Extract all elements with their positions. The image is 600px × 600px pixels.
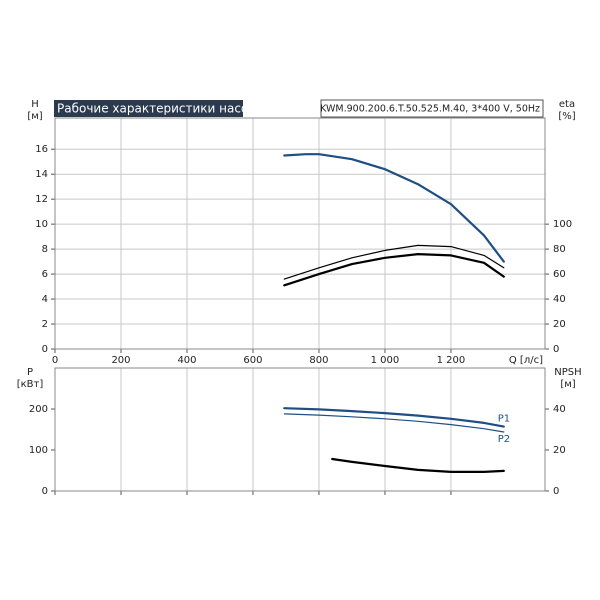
curve <box>331 457 505 473</box>
y2-axis-label: eta <box>559 99 575 110</box>
x-tick-label: 0 <box>52 355 58 366</box>
y-tick-label: 12 <box>35 194 48 205</box>
y-tick-label: 16 <box>35 144 48 155</box>
x-tick-label: 200 <box>111 355 130 366</box>
y-axis-unit: [кВт] <box>17 379 44 390</box>
x-tick-label: 800 <box>309 355 328 366</box>
y-tick-label: 6 <box>42 269 48 280</box>
y2-tick-label: 0 <box>553 344 559 355</box>
y2-axis-unit: [%] <box>558 111 575 122</box>
y2-tick-label: 60 <box>553 269 566 280</box>
x-tick-label: 400 <box>177 355 196 366</box>
y2-tick-label: 0 <box>553 486 559 497</box>
curve <box>283 153 505 263</box>
title-box <box>54 100 243 117</box>
x-axis-label: Q [л/с] <box>509 355 543 366</box>
y2-tick-label: 40 <box>553 404 566 415</box>
curve <box>283 244 505 280</box>
y2-tick-label: 40 <box>553 294 566 305</box>
y-tick-label: 100 <box>29 445 48 456</box>
chart-title: Рабочие характеристики насоса <box>57 102 262 116</box>
y2-tick-label: 20 <box>553 319 566 330</box>
y-tick-label: 14 <box>35 169 48 180</box>
y2-axis-unit: [м] <box>560 379 575 390</box>
y2-tick-label: 20 <box>553 445 566 456</box>
curve <box>283 253 505 287</box>
y2-tick-label: 80 <box>553 244 566 255</box>
y-axis-label: P <box>27 367 33 378</box>
plot-frame <box>54 117 546 350</box>
subtitle-box <box>320 99 544 118</box>
x-tick-label: 600 <box>243 355 262 366</box>
y-axis-label: H <box>31 99 39 110</box>
curve <box>283 413 505 433</box>
y-tick-label: 4 <box>42 294 48 305</box>
y-tick-label: 8 <box>42 244 48 255</box>
y-tick-label: 2 <box>42 319 48 330</box>
y-axis-unit: [м] <box>27 111 42 122</box>
plot-frame <box>54 367 546 492</box>
y-tick-label: 0 <box>42 486 48 497</box>
x-tick-label: 1 000 <box>371 355 400 366</box>
chart-subtitle: KWM.900.200.6.T.50.525.M.40, 3*400 V, 50… <box>320 104 540 115</box>
series-label: P2 <box>498 434 510 445</box>
y2-tick-label: 100 <box>553 219 572 230</box>
y-tick-label: 200 <box>29 404 48 415</box>
x-tick-label: 1 200 <box>437 355 466 366</box>
curve <box>283 407 505 428</box>
y2-axis-label: NPSH <box>554 367 581 378</box>
y-tick-label: 10 <box>35 219 48 230</box>
y-tick-label: 0 <box>42 344 48 355</box>
series-label: P1 <box>498 414 510 425</box>
